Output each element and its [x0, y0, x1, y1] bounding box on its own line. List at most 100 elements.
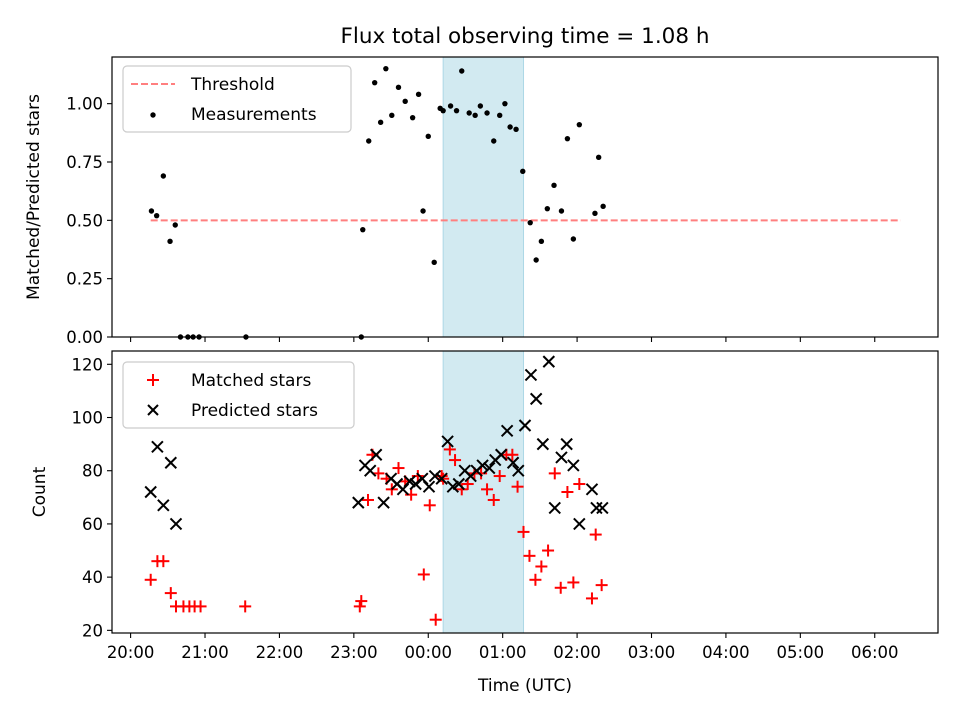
- predicted-star-point: [518, 419, 532, 432]
- legend-threshold-label: Threshold: [190, 75, 275, 95]
- matched-star-point: [353, 600, 366, 613]
- measurement-point: [402, 98, 408, 105]
- predicted-star-point: [494, 448, 508, 461]
- measurement-point: [160, 173, 167, 179]
- predicted-star-point: [435, 472, 448, 485]
- measurement-point: [527, 219, 533, 226]
- measurement-point: [377, 119, 384, 126]
- predicted-star-point: [352, 496, 365, 509]
- xtick-label: 04:00: [702, 643, 750, 662]
- measurement-point: [576, 121, 583, 128]
- top-ytick-label: 0.50: [66, 211, 103, 230]
- matched-star-point: [392, 462, 405, 475]
- matched-star-point: [595, 579, 608, 592]
- measurement-point: [544, 205, 551, 212]
- predicted-star-point: [596, 501, 609, 515]
- predicted-star-point: [476, 459, 489, 472]
- legend-predicted-label: Predicted stars: [191, 401, 318, 421]
- matched-star-point: [548, 467, 561, 480]
- predicted-star-point: [542, 355, 556, 368]
- legend-predicted-swatch: [147, 404, 159, 416]
- predicted-star-point: [529, 392, 543, 406]
- matched-star-point: [517, 525, 530, 538]
- measurement-point: [538, 238, 545, 245]
- measurement-point: [472, 112, 478, 119]
- matched-star-point: [573, 478, 586, 491]
- measurement-point: [520, 168, 526, 175]
- top-ytick-label: 0.25: [66, 270, 103, 289]
- xtick-label: 23:00: [330, 643, 378, 662]
- predicted-star-point: [560, 437, 573, 451]
- matched-star-point: [567, 576, 580, 589]
- x-axis-label: Time (UTC): [477, 676, 572, 696]
- bottom-legend: Matched stars Predicted stars: [122, 361, 355, 429]
- measurement-point: [425, 133, 431, 140]
- predicted-star-point: [157, 499, 170, 512]
- bottom-plot-frame: [111, 350, 939, 634]
- top-ytick-label: 0.75: [66, 153, 103, 172]
- matched-star-point: [449, 454, 462, 467]
- bottom-y-axis-label: Count: [30, 466, 50, 517]
- measurement-point: [371, 79, 378, 86]
- measurement-point: [491, 138, 497, 144]
- matched-star-point: [372, 467, 385, 480]
- legend-matched-label: Matched stars: [191, 371, 311, 391]
- bottom-axis-ticks: 20 40 60 80 100 120 20:00 21:00 22:00 23:00 00:00 0…: [72, 355, 899, 662]
- predicted-star-point: [364, 464, 377, 477]
- measurement-point: [389, 112, 395, 119]
- predicted-star-point: [151, 440, 164, 453]
- predicted-star-point: [452, 477, 465, 491]
- matched-star-point: [523, 549, 536, 562]
- measurement-point: [570, 236, 577, 242]
- top-legend: Threshold Measurements: [122, 65, 352, 133]
- measurement-point: [551, 182, 557, 189]
- bottom-ytick-label: 80: [82, 462, 103, 481]
- predicted-star-point: [506, 456, 520, 469]
- predicted-star-point: [500, 424, 514, 438]
- top-data-marks: [148, 65, 606, 340]
- legend-matched-swatch: [147, 374, 159, 386]
- matched-star-point: [443, 443, 456, 456]
- measurement-point: [360, 226, 366, 233]
- matched-star-point: [361, 493, 374, 506]
- matched-star-point: [164, 587, 177, 600]
- predicted-star-point: [555, 451, 568, 464]
- measurement-point: [415, 91, 422, 98]
- measurement-point: [513, 126, 519, 133]
- top-panel: 0.00 0.25 0.50 0.75 1.00 Matched/Predicted s…: [24, 56, 939, 347]
- predicted-star-point: [567, 459, 580, 472]
- predicted-star-point: [369, 448, 383, 461]
- measurement-point: [366, 138, 372, 144]
- legend-measurements-swatch: [150, 112, 156, 118]
- measurement-point: [507, 124, 513, 130]
- bottom-ytick-label: 60: [82, 515, 103, 534]
- legend-measurements-label: Measurements: [191, 105, 317, 125]
- matched-star-point: [542, 544, 555, 557]
- top-legend-box: [122, 65, 352, 133]
- predicted-star-point: [585, 483, 599, 496]
- xtick-label: 06:00: [851, 643, 899, 662]
- predicted-star-point: [169, 517, 183, 531]
- bottom-legend-box: [122, 361, 355, 429]
- measurement-point: [558, 208, 565, 214]
- matched-star-point: [455, 483, 468, 496]
- measurement-point: [466, 110, 472, 116]
- chart-title: Flux total observing time = 1.08 h: [341, 24, 710, 49]
- measurement-point: [420, 208, 426, 214]
- measurement-point: [447, 103, 454, 109]
- measurement-point: [395, 84, 402, 91]
- predicted-star-point: [164, 456, 177, 469]
- bottom-highlight-span: [442, 350, 525, 634]
- measurement-point: [564, 135, 571, 142]
- matched-star-point: [355, 595, 368, 608]
- xtick-label: 21:00: [181, 643, 229, 662]
- xtick-label: 05:00: [777, 643, 825, 662]
- matched-star-point: [511, 480, 524, 493]
- measurement-point: [431, 259, 437, 266]
- predicted-star-point: [428, 469, 442, 483]
- matched-star-point: [506, 448, 519, 461]
- measurement-point: [496, 112, 503, 119]
- top-highlight-span: [442, 56, 525, 338]
- predicted-star-point: [548, 501, 561, 515]
